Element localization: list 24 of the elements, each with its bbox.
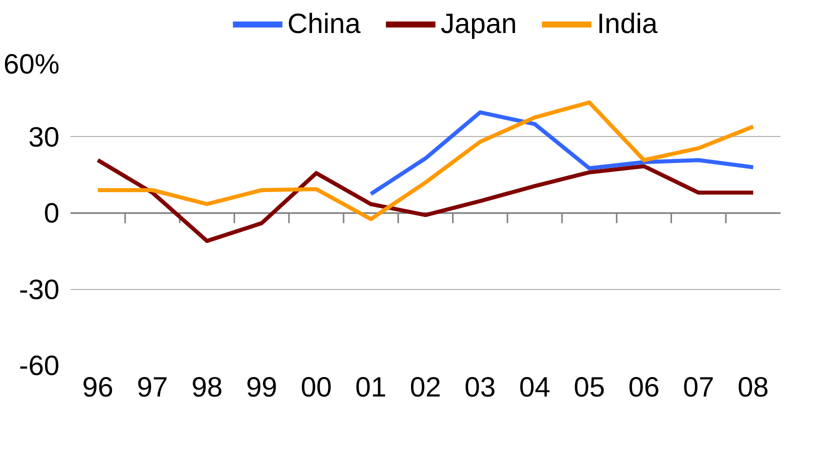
legend-label: India (596, 8, 658, 40)
y-tick-label: 0 (44, 198, 60, 228)
x-tick-label: 98 (191, 372, 223, 402)
x-tick-label: 04 (519, 372, 550, 402)
legend-label: Japan (440, 8, 517, 40)
x-tick-label: 05 (574, 372, 605, 402)
x-tick-label: 01 (355, 372, 386, 402)
y-tick-label: 30 (28, 121, 60, 152)
line-series (368, 110, 756, 196)
y-tick-label: 60% (3, 48, 60, 80)
y-tick-label: -60 (19, 350, 60, 381)
y-tick-label: -30 (19, 274, 60, 305)
x-tick-label: 99 (246, 372, 278, 402)
line-series (96, 100, 756, 222)
x-tick-label: 07 (683, 372, 714, 402)
x-tick-label: 97 (136, 372, 168, 402)
x-tick-label: 00 (300, 372, 332, 402)
x-tick-label: 02 (410, 372, 442, 402)
x-tick-label: 08 (738, 372, 769, 402)
x-tick-label: 03 (464, 372, 496, 402)
line-series (96, 158, 756, 243)
x-tick-label: 06 (628, 372, 660, 402)
x-tick-label: 96 (82, 372, 114, 402)
legend-label: China (287, 8, 361, 40)
